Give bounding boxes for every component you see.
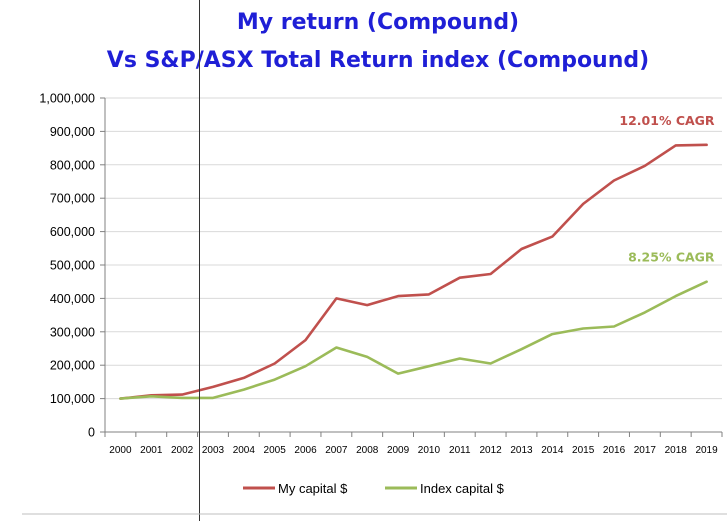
x-tick-label: 2006 [294,445,317,456]
series-lines [119,143,708,400]
x-tick-label: 2010 [418,445,441,456]
x-tick-label: 2013 [510,445,533,456]
y-tick-label: 300,000 [50,325,95,339]
y-axis-tick-labels: 0 100,000 200,000 300,000 400,000 500,000 600,… [39,92,95,440]
y-tick-label: 500,000 [50,259,95,273]
x-tick-label: 2016 [603,445,626,456]
y-tick-label: 800,000 [50,158,95,172]
x-tick-label: 2001 [140,445,163,456]
chart-title-line-2: Vs S&P/ASX Total Return index (Compound) [107,48,649,73]
series-line-index-capital [119,280,708,400]
axes [100,97,723,437]
x-tick-label: 2011 [449,445,471,456]
y-tick-label: 1,000,000 [39,92,95,106]
annotations: 12.01% CAGR 8.25% CAGR [619,113,715,265]
cagr-annotation-my-capital: 12.01% CAGR [619,113,715,128]
x-tick-label: 2019 [695,445,718,456]
series-line-my-capital [119,143,708,400]
cagr-annotation-index-capital: 8.25% CAGR [628,250,715,265]
y-tick-label: 900,000 [50,125,95,139]
x-tick-label: 2004 [233,445,256,456]
legend-label-index-capital: Index capital $ [420,481,505,496]
x-axis-tick-labels: 2000 2001 2002 2003 2004 2005 2006 2007 2008 2009… [109,445,718,456]
y-tick-label: 100,000 [50,392,95,406]
x-tick-label: 2018 [665,445,688,456]
gridlines [105,97,722,400]
x-tick-label: 2008 [356,445,379,456]
y-tick-label: 400,000 [50,292,95,306]
legend-label-my-capital: My capital $ [278,481,348,496]
y-tick-label: 200,000 [50,359,95,373]
y-tick-label: 600,000 [50,225,95,239]
x-tick-label: 2014 [541,445,564,456]
x-tick-label: 2015 [572,445,595,456]
legend: My capital $ Index capital $ [243,481,505,496]
x-tick-label: 2000 [109,445,132,456]
x-tick-label: 2012 [480,445,503,456]
x-tick-label: 2005 [264,445,287,456]
x-tick-label: 2007 [325,445,348,456]
x-tick-label: 2017 [634,445,657,456]
y-tick-label: 0 [88,426,95,440]
x-tick-label: 2009 [387,445,410,456]
y-tick-label: 700,000 [50,192,95,206]
x-tick-label: 2003 [202,445,225,456]
chart-title-line-1: My return (Compound) [237,10,519,35]
x-tick-label: 2002 [171,445,194,456]
